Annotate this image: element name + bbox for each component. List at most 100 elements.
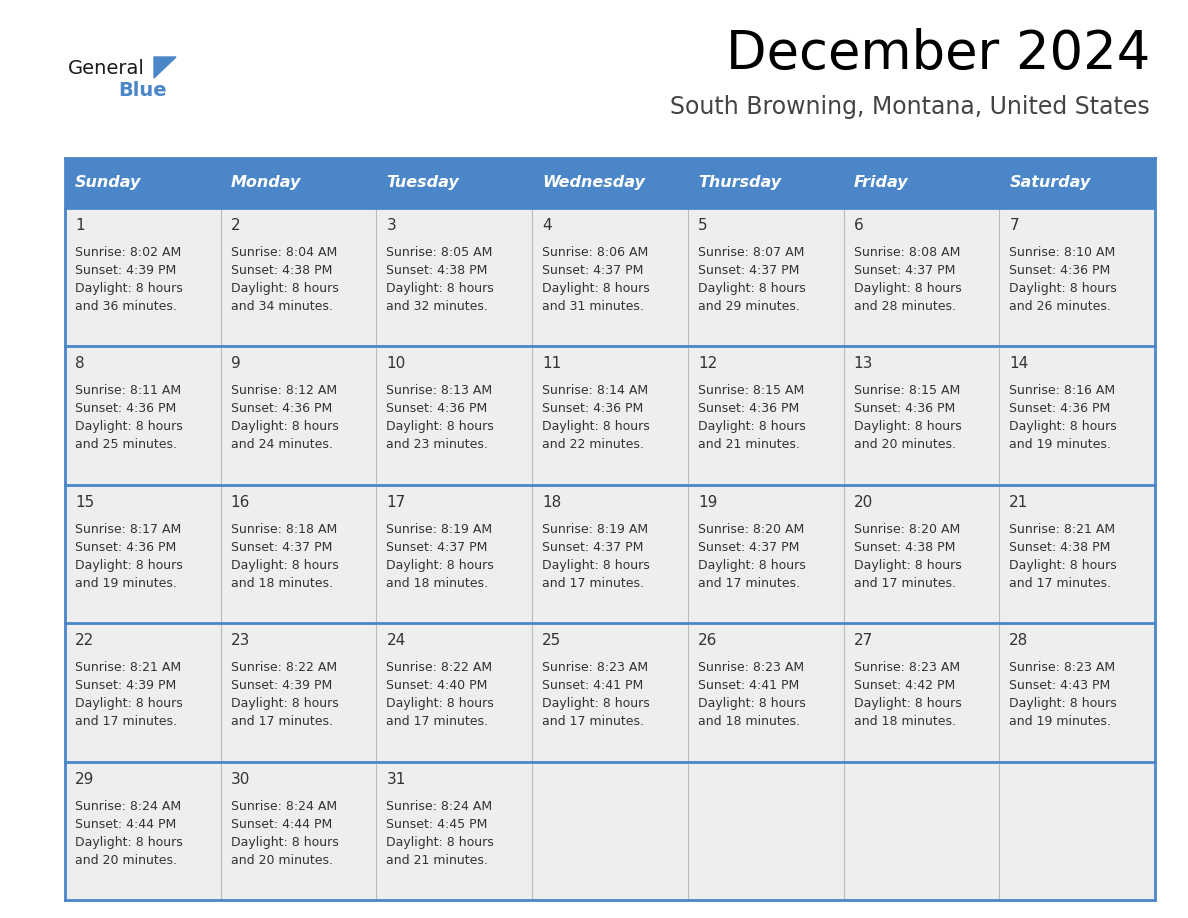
Text: Daylight: 8 hours: Daylight: 8 hours — [386, 559, 494, 572]
Text: 17: 17 — [386, 495, 405, 509]
Bar — [65, 346, 221, 485]
Text: and 36 minutes.: and 36 minutes. — [75, 300, 177, 313]
Text: 31: 31 — [386, 772, 406, 787]
Text: Sunset: 4:39 PM: Sunset: 4:39 PM — [75, 264, 176, 277]
Bar — [999, 346, 1155, 485]
Text: Sunrise: 8:23 AM: Sunrise: 8:23 AM — [697, 661, 804, 674]
Bar — [377, 623, 532, 762]
Text: Sunrise: 8:10 AM: Sunrise: 8:10 AM — [1010, 246, 1116, 259]
Text: and 34 minutes.: and 34 minutes. — [230, 300, 333, 313]
Bar — [999, 762, 1155, 900]
Text: 16: 16 — [230, 495, 251, 509]
Text: Sunset: 4:37 PM: Sunset: 4:37 PM — [697, 541, 800, 554]
Text: Daylight: 8 hours: Daylight: 8 hours — [542, 697, 650, 711]
Bar — [377, 346, 532, 485]
Text: and 19 minutes.: and 19 minutes. — [75, 577, 177, 589]
Text: and 20 minutes.: and 20 minutes. — [230, 854, 333, 867]
Bar — [532, 346, 688, 485]
Text: 19: 19 — [697, 495, 718, 509]
Text: and 17 minutes.: and 17 minutes. — [853, 577, 955, 589]
Text: Sunset: 4:37 PM: Sunset: 4:37 PM — [542, 264, 644, 277]
Text: Sunrise: 8:24 AM: Sunrise: 8:24 AM — [75, 800, 181, 812]
Bar — [221, 762, 377, 900]
Text: Daylight: 8 hours: Daylight: 8 hours — [1010, 420, 1117, 433]
Bar — [843, 158, 999, 208]
Text: Sunset: 4:41 PM: Sunset: 4:41 PM — [542, 679, 644, 692]
Text: 3: 3 — [386, 218, 396, 233]
Text: Daylight: 8 hours: Daylight: 8 hours — [697, 282, 805, 295]
Text: Sunset: 4:36 PM: Sunset: 4:36 PM — [230, 402, 331, 416]
Text: Sunset: 4:37 PM: Sunset: 4:37 PM — [542, 541, 644, 554]
Text: Friday: Friday — [853, 175, 908, 191]
Text: Daylight: 8 hours: Daylight: 8 hours — [75, 835, 183, 848]
Bar — [532, 623, 688, 762]
Text: and 21 minutes.: and 21 minutes. — [697, 439, 800, 452]
Text: and 23 minutes.: and 23 minutes. — [386, 439, 488, 452]
Text: South Browning, Montana, United States: South Browning, Montana, United States — [670, 95, 1150, 119]
Text: 20: 20 — [853, 495, 873, 509]
Bar — [688, 762, 843, 900]
Text: 1: 1 — [75, 218, 84, 233]
Text: and 18 minutes.: and 18 minutes. — [697, 715, 800, 728]
Text: Wednesday: Wednesday — [542, 175, 645, 191]
Text: and 18 minutes.: and 18 minutes. — [230, 577, 333, 589]
Bar — [65, 158, 221, 208]
Bar — [221, 346, 377, 485]
Text: Daylight: 8 hours: Daylight: 8 hours — [853, 282, 961, 295]
Text: Sunset: 4:40 PM: Sunset: 4:40 PM — [386, 679, 488, 692]
Text: 29: 29 — [75, 772, 94, 787]
Text: Sunrise: 8:08 AM: Sunrise: 8:08 AM — [853, 246, 960, 259]
Text: Sunrise: 8:21 AM: Sunrise: 8:21 AM — [75, 661, 181, 674]
Text: Daylight: 8 hours: Daylight: 8 hours — [1010, 697, 1117, 711]
Text: Sunset: 4:37 PM: Sunset: 4:37 PM — [230, 541, 333, 554]
Bar — [377, 762, 532, 900]
Text: Sunrise: 8:18 AM: Sunrise: 8:18 AM — [230, 522, 337, 536]
Bar — [65, 623, 221, 762]
Bar — [843, 623, 999, 762]
Text: Sunrise: 8:05 AM: Sunrise: 8:05 AM — [386, 246, 493, 259]
Text: Daylight: 8 hours: Daylight: 8 hours — [386, 697, 494, 711]
Text: and 25 minutes.: and 25 minutes. — [75, 439, 177, 452]
Text: Monday: Monday — [230, 175, 301, 191]
Text: Tuesday: Tuesday — [386, 175, 460, 191]
Text: and 18 minutes.: and 18 minutes. — [386, 577, 488, 589]
Text: and 20 minutes.: and 20 minutes. — [853, 439, 955, 452]
Text: Sunrise: 8:24 AM: Sunrise: 8:24 AM — [386, 800, 493, 812]
Text: Sunrise: 8:19 AM: Sunrise: 8:19 AM — [542, 522, 649, 536]
Text: 25: 25 — [542, 633, 562, 648]
Text: and 19 minutes.: and 19 minutes. — [1010, 439, 1111, 452]
Bar — [843, 346, 999, 485]
Text: Daylight: 8 hours: Daylight: 8 hours — [853, 697, 961, 711]
Text: Sunset: 4:41 PM: Sunset: 4:41 PM — [697, 679, 800, 692]
Text: Daylight: 8 hours: Daylight: 8 hours — [853, 559, 961, 572]
Text: and 32 minutes.: and 32 minutes. — [386, 300, 488, 313]
Text: Daylight: 8 hours: Daylight: 8 hours — [386, 282, 494, 295]
Text: Sunset: 4:36 PM: Sunset: 4:36 PM — [697, 402, 800, 416]
Text: Daylight: 8 hours: Daylight: 8 hours — [75, 559, 183, 572]
Text: Sunset: 4:36 PM: Sunset: 4:36 PM — [542, 402, 644, 416]
Bar — [377, 485, 532, 623]
Text: Thursday: Thursday — [697, 175, 781, 191]
Text: Daylight: 8 hours: Daylight: 8 hours — [386, 835, 494, 848]
Text: Sunset: 4:36 PM: Sunset: 4:36 PM — [1010, 402, 1111, 416]
Text: Sunset: 4:38 PM: Sunset: 4:38 PM — [386, 264, 488, 277]
Bar — [221, 208, 377, 346]
Text: 27: 27 — [853, 633, 873, 648]
Text: and 21 minutes.: and 21 minutes. — [386, 854, 488, 867]
Bar — [843, 208, 999, 346]
Text: Sunrise: 8:21 AM: Sunrise: 8:21 AM — [1010, 522, 1116, 536]
Text: 2: 2 — [230, 218, 240, 233]
Text: Sunrise: 8:07 AM: Sunrise: 8:07 AM — [697, 246, 804, 259]
Text: Sunrise: 8:16 AM: Sunrise: 8:16 AM — [1010, 385, 1116, 397]
Text: Sunset: 4:36 PM: Sunset: 4:36 PM — [386, 402, 488, 416]
Bar — [688, 208, 843, 346]
Text: Sunrise: 8:15 AM: Sunrise: 8:15 AM — [697, 385, 804, 397]
Text: Sunrise: 8:20 AM: Sunrise: 8:20 AM — [853, 522, 960, 536]
Text: 21: 21 — [1010, 495, 1029, 509]
Text: Sunset: 4:39 PM: Sunset: 4:39 PM — [230, 679, 331, 692]
Text: General: General — [68, 59, 145, 78]
Text: Sunset: 4:38 PM: Sunset: 4:38 PM — [230, 264, 333, 277]
Text: Sunset: 4:44 PM: Sunset: 4:44 PM — [230, 818, 331, 831]
Text: and 20 minutes.: and 20 minutes. — [75, 854, 177, 867]
Bar — [65, 485, 221, 623]
